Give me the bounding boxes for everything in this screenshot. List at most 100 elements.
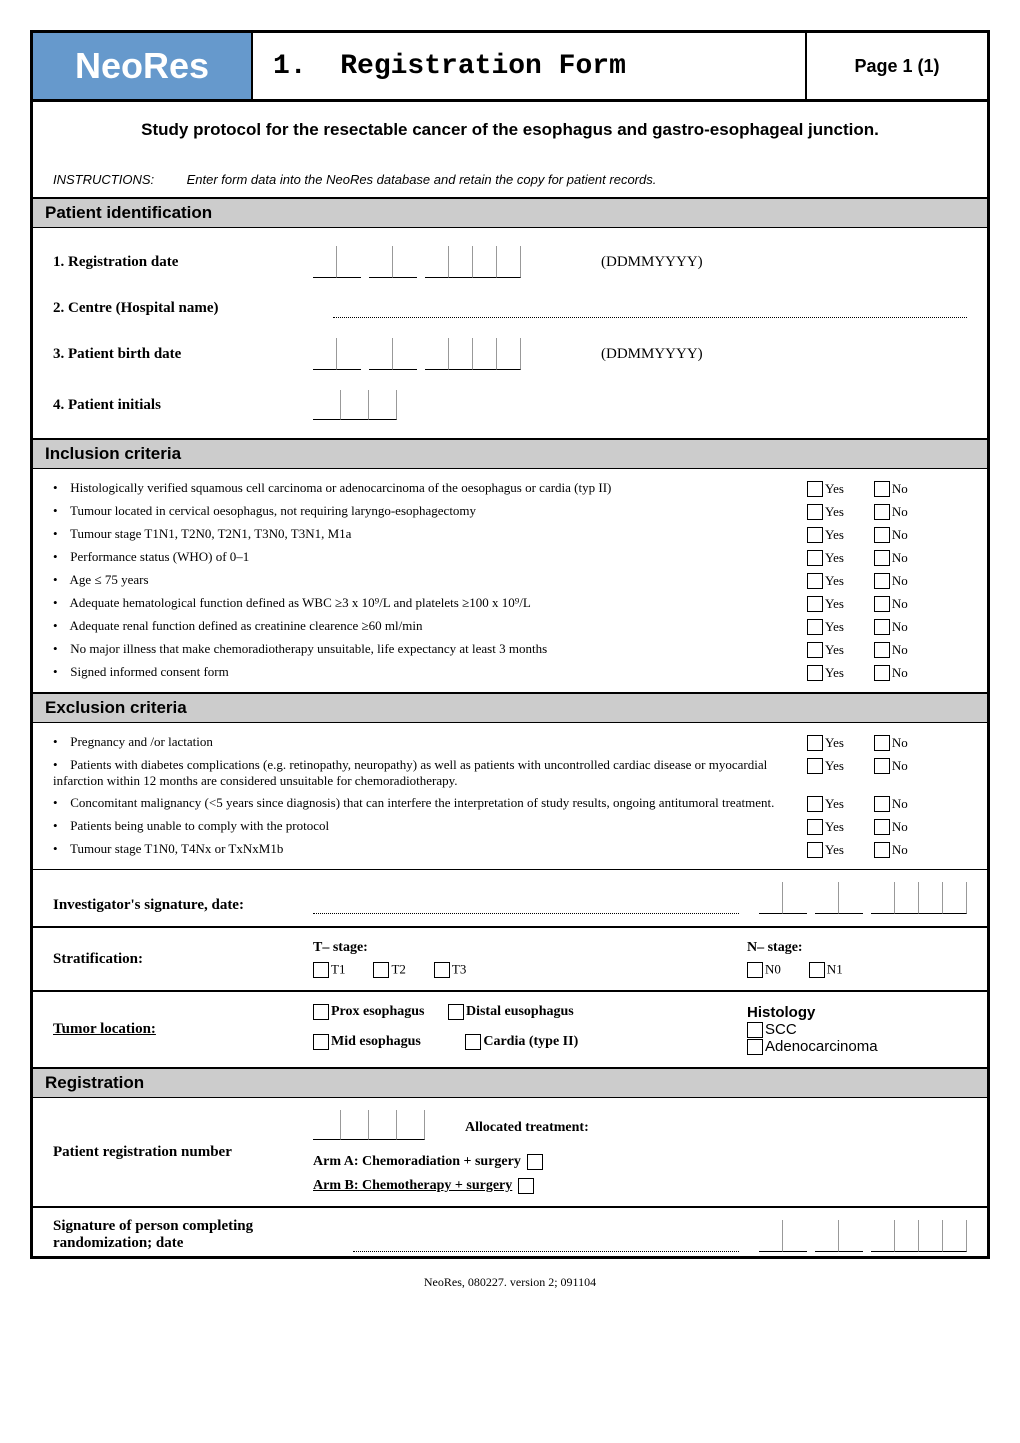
reg-num-input[interactable] <box>313 1110 425 1140</box>
criteria-row: • Patients being unable to comply with t… <box>53 815 967 838</box>
final-sig-label: Signature of person completing randomiza… <box>53 1218 353 1252</box>
criteria-row: • Adequate hematological function define… <box>53 592 967 615</box>
yes-checkbox[interactable]: Yes <box>807 595 844 612</box>
final-sig-date[interactable] <box>759 1220 967 1252</box>
yn-group: Yes No <box>807 549 967 566</box>
t-stage-t1-checkbox[interactable]: T1 <box>313 960 345 978</box>
yn-group: Yes No <box>807 480 967 497</box>
n-stage-group: N– stage: N0 N1 <box>747 940 967 978</box>
yes-checkbox[interactable]: Yes <box>807 818 844 835</box>
yn-group: Yes No <box>807 795 967 812</box>
final-sig-row: Signature of person completing randomiza… <box>33 1206 987 1256</box>
n-stage-n0-checkbox[interactable]: N0 <box>747 960 781 978</box>
no-checkbox[interactable]: No <box>874 549 908 566</box>
yn-group: Yes No <box>807 841 967 858</box>
investigator-sig-line[interactable] <box>313 894 739 914</box>
no-checkbox[interactable]: No <box>874 734 908 751</box>
distal-esophagus-checkbox[interactable]: Distal eusophagus <box>448 1004 574 1020</box>
t-stage-title: T– stage: <box>313 940 747 956</box>
no-checkbox[interactable]: No <box>874 641 908 658</box>
cardia-checkbox[interactable]: Cardia (type II) <box>465 1034 578 1050</box>
mid-esophagus-checkbox[interactable]: Mid esophagus <box>313 1034 421 1050</box>
n-stage-title: N– stage: <box>747 940 967 956</box>
criteria-row: • Signed informed consent formYesNo <box>53 661 967 684</box>
arm-b-checkbox[interactable] <box>518 1178 534 1194</box>
no-checkbox[interactable]: No <box>874 795 908 812</box>
no-checkbox[interactable]: No <box>874 841 908 858</box>
n-stage-opts: N0 N1 <box>747 960 967 978</box>
exclusion-body: • Pregnancy and /or lactationYesNo• Pati… <box>33 723 987 869</box>
yes-checkbox[interactable]: Yes <box>807 526 844 543</box>
t-stage-group: T– stage: T1 T2 T3 <box>313 940 747 978</box>
yn-group: Yes No <box>807 503 967 520</box>
criteria-text: • Patients with diabetes complications (… <box>53 757 807 789</box>
criteria-row: • Tumour stage T1N0, T4Nx or TxNxM1bYesN… <box>53 838 967 861</box>
investigator-sig-date[interactable] <box>759 882 967 914</box>
criteria-text: • Adequate hematological function define… <box>53 595 807 611</box>
no-checkbox[interactable]: No <box>874 572 908 589</box>
prox-esophagus-checkbox[interactable]: Prox esophagus <box>313 1004 424 1020</box>
no-checkbox[interactable]: No <box>874 526 908 543</box>
no-checkbox[interactable]: No <box>874 664 908 681</box>
criteria-text: • Tumour located in cervical oesophagus,… <box>53 503 807 519</box>
criteria-text: • Age ≤ 75 years <box>53 572 807 588</box>
yes-checkbox[interactable]: Yes <box>807 572 844 589</box>
criteria-row: • Performance status (WHO) of 0–1YesNo <box>53 546 967 569</box>
no-checkbox[interactable]: No <box>874 618 908 635</box>
arm-a-checkbox[interactable] <box>527 1154 543 1170</box>
no-checkbox[interactable]: No <box>874 818 908 835</box>
yes-checkbox[interactable]: Yes <box>807 641 844 658</box>
subtitle: Study protocol for the resectable cancer… <box>33 102 987 158</box>
yn-group: Yes No <box>807 664 967 681</box>
yes-checkbox[interactable]: Yes <box>807 795 844 812</box>
yes-checkbox[interactable]: Yes <box>807 549 844 566</box>
inclusion-body: • Histologically verified squamous cell … <box>33 469 987 692</box>
n-stage-n1-checkbox[interactable]: N1 <box>809 960 843 978</box>
reg-date-input[interactable] <box>313 246 521 278</box>
criteria-row: • No major illness that make chemoradiot… <box>53 638 967 661</box>
birth-label: 3. Patient birth date <box>53 346 313 363</box>
birth-row: 3. Patient birth date (DDMMYYYY) <box>53 328 967 380</box>
yn-group: Yes No <box>807 757 967 774</box>
yes-checkbox[interactable]: Yes <box>807 480 844 497</box>
criteria-row: • Pregnancy and /or lactationYesNo <box>53 731 967 754</box>
yes-checkbox[interactable]: Yes <box>807 734 844 751</box>
form-title: 1. Registration Form <box>253 33 807 99</box>
adeno-label: Adenocarcinoma <box>765 1038 878 1055</box>
allocated-label: Allocated treatment: <box>465 1120 589 1136</box>
t-stage-opts: T1 T2 T3 <box>313 960 747 978</box>
criteria-text: • Histologically verified squamous cell … <box>53 480 807 496</box>
yes-checkbox[interactable]: Yes <box>807 618 844 635</box>
no-checkbox[interactable]: No <box>874 595 908 612</box>
scc-checkbox[interactable]: SCC <box>747 1021 967 1038</box>
yes-checkbox[interactable]: Yes <box>807 757 844 774</box>
arm-a-row: Arm A: Chemoradiation + surgery <box>313 1154 967 1170</box>
birth-date-input[interactable] <box>313 338 521 370</box>
yn-group: Yes No <box>807 734 967 751</box>
t-stage-t2-checkbox[interactable]: T2 <box>373 960 405 978</box>
yn-group: Yes No <box>807 818 967 835</box>
t-stage-t3-checkbox[interactable]: T3 <box>434 960 466 978</box>
yes-checkbox[interactable]: Yes <box>807 841 844 858</box>
yes-checkbox[interactable]: Yes <box>807 664 844 681</box>
cardia-label: Cardia (type II) <box>483 1035 578 1050</box>
initials-input[interactable] <box>313 390 397 420</box>
footer: NeoRes, 080227. version 2; 091104 <box>30 1275 990 1290</box>
centre-row: 2. Centre (Hospital name) <box>53 288 967 328</box>
no-checkbox[interactable]: No <box>874 480 908 497</box>
arm-b-label: Arm B: Chemotherapy + surgery <box>313 1178 512 1194</box>
final-sig-line[interactable] <box>353 1232 739 1252</box>
arm-a-label: Arm A: Chemoradiation + surgery <box>313 1154 521 1170</box>
adeno-checkbox[interactable]: Adenocarcinoma <box>747 1038 967 1055</box>
yes-checkbox[interactable]: Yes <box>807 503 844 520</box>
centre-label: 2. Centre (Hospital name) <box>53 300 313 317</box>
reg-date-label: 1. Registration date <box>53 254 313 271</box>
exclusion-header: Exclusion criteria <box>33 692 987 723</box>
criteria-row: • Patients with diabetes complications (… <box>53 754 967 792</box>
no-checkbox[interactable]: No <box>874 503 908 520</box>
centre-input[interactable] <box>333 298 967 318</box>
instructions: INSTRUCTIONS: Enter form data into the N… <box>33 158 987 197</box>
criteria-row: • Tumour stage T1N1, T2N0, T2N1, T3N0, T… <box>53 523 967 546</box>
no-checkbox[interactable]: No <box>874 757 908 774</box>
initials-label: 4. Patient initials <box>53 397 313 414</box>
